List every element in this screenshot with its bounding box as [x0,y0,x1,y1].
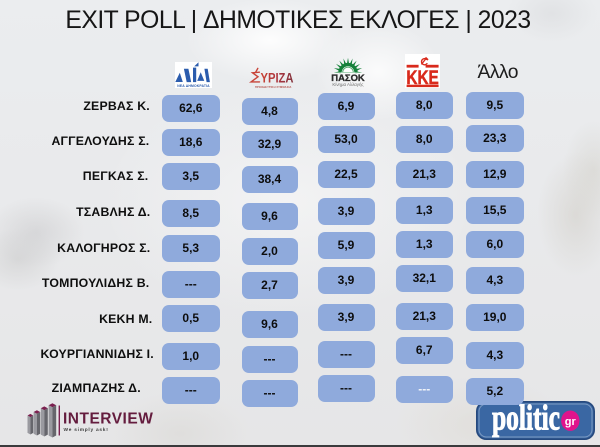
svg-text:ΠΡΟΟΔΕΥΤΙΚΗ ΣΥΜΜΑΧΙΑ: ΠΡΟΟΔΕΥΤΙΚΗ ΣΥΜΜΑΧΙΑ [255,85,291,89]
svg-text:ΚΚΕ: ΚΚΕ [407,67,439,88]
svg-text:ΠΑΣΟΚ: ΠΑΣΟΚ [331,73,365,83]
svg-text:We simply ask!: We simply ask! [64,427,109,433]
svg-text:INTERVIEW: INTERVIEW [63,411,153,428]
svg-text:politic: politic [492,401,560,438]
svg-text:gr: gr [565,416,577,428]
svg-text:ΥΡΙΖΑ: ΥΡΙΖΑ [261,71,294,86]
svg-text:ΝΕΑ ΔΗΜΟΚΡΑΤΙΑ: ΝΕΑ ΔΗΜΟΚΡΑΤΙΑ [177,84,210,88]
svg-text:Κίνημα Αλλαγής: Κίνημα Αλλαγής [332,82,363,87]
